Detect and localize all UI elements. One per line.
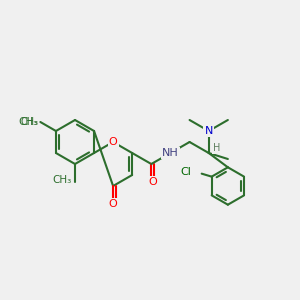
- Text: O: O: [109, 199, 118, 209]
- Text: N: N: [205, 126, 213, 136]
- Text: O: O: [148, 177, 157, 187]
- Text: O: O: [109, 137, 118, 147]
- Text: CH₃: CH₃: [53, 175, 72, 185]
- Text: Cl: Cl: [181, 167, 192, 177]
- Text: NH: NH: [162, 148, 179, 158]
- Text: H: H: [213, 143, 220, 153]
- Text: CH₃: CH₃: [18, 117, 38, 127]
- Text: CH₃: CH₃: [20, 117, 38, 127]
